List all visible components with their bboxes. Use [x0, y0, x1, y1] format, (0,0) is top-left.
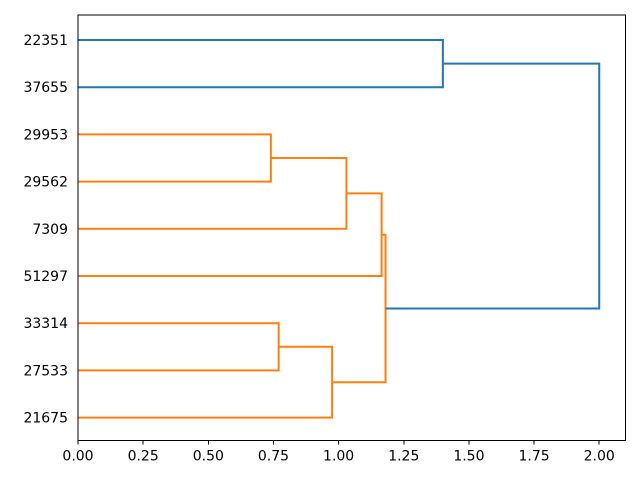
leaf-label-22351: 22351	[23, 33, 68, 49]
leaf-label-21675: 21675	[23, 411, 68, 427]
leaf-label-29953: 29953	[23, 127, 68, 143]
leaf-label-37655: 37655	[23, 80, 68, 96]
leaf-label-33314: 33314	[23, 316, 68, 332]
leaf-label-27533: 27533	[23, 363, 68, 379]
x-tick-label-2.00: 2.00	[584, 448, 615, 464]
x-tick-label-1.25: 1.25	[388, 448, 419, 464]
x-tick-label-0.25: 0.25	[128, 448, 159, 464]
dendrogram-link-M7	[385, 62, 601, 310]
leaf-label-29562: 29562	[23, 175, 68, 191]
x-tick-label-0.75: 0.75	[258, 448, 289, 464]
x-tick-label-1.75: 1.75	[518, 448, 549, 464]
x-tick-label-0.00: 0.00	[62, 448, 93, 464]
x-tick-label-1.50: 1.50	[453, 448, 484, 464]
leaf-label-7309: 7309	[32, 222, 68, 238]
x-tick-label-0.50: 0.50	[193, 448, 224, 464]
plot-border	[77, 14, 626, 441]
x-tick-label-1.00: 1.00	[323, 448, 354, 464]
leaf-label-51297: 51297	[23, 269, 68, 285]
